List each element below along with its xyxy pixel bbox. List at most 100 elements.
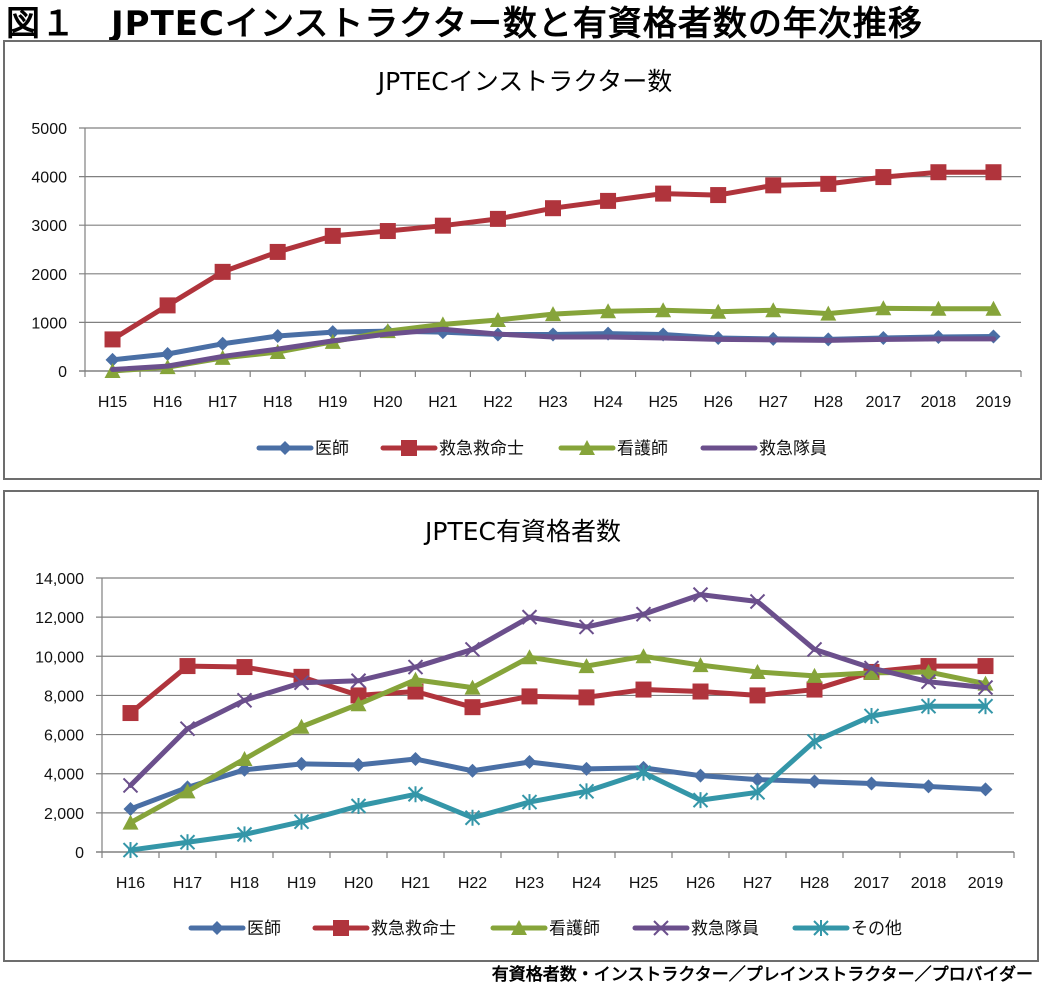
y-tick-label: 14,000 bbox=[35, 571, 84, 588]
data-point bbox=[600, 192, 617, 209]
data-point bbox=[749, 593, 766, 610]
data-point bbox=[749, 784, 766, 801]
y-tick-label: 4,000 bbox=[44, 767, 84, 784]
x-tick-label: 2019 bbox=[968, 875, 1004, 892]
data-point bbox=[236, 826, 253, 843]
data-point bbox=[160, 346, 175, 361]
data-point bbox=[765, 177, 782, 194]
y-tick-label: 2000 bbox=[31, 267, 67, 284]
series-line-nurse bbox=[128, 653, 988, 826]
data-point bbox=[104, 331, 121, 348]
legend-item-ems-crew: 救急隊員 bbox=[632, 919, 759, 939]
data-point bbox=[521, 609, 538, 625]
series-line-ems-crew bbox=[128, 592, 988, 788]
data-point bbox=[750, 772, 765, 787]
data-point bbox=[692, 657, 709, 673]
data-point bbox=[350, 673, 367, 689]
legend-item-other: その他 bbox=[792, 919, 902, 939]
data-point bbox=[693, 768, 708, 783]
x-tick-label: 2017 bbox=[854, 875, 890, 892]
data-point bbox=[579, 761, 594, 776]
data-point bbox=[985, 164, 1002, 181]
x-tick-label: H17 bbox=[173, 875, 202, 892]
x-tick-label: H28 bbox=[800, 875, 829, 892]
x-tick-label: H16 bbox=[116, 875, 145, 892]
data-point bbox=[464, 809, 481, 826]
data-point bbox=[600, 303, 617, 319]
x-tick-label: H23 bbox=[538, 394, 567, 411]
legend-label: 救急隊員 bbox=[691, 919, 759, 939]
x-tick-label: 2018 bbox=[921, 394, 957, 411]
x-tick-label: H15 bbox=[98, 394, 127, 411]
data-point bbox=[977, 698, 994, 715]
legend-marker bbox=[278, 441, 292, 455]
data-point bbox=[293, 718, 310, 734]
data-point bbox=[179, 834, 196, 851]
legend-item-doctor: 医師 bbox=[256, 439, 349, 459]
y-tick-label: 4000 bbox=[31, 170, 67, 187]
data-point bbox=[930, 164, 947, 181]
x-tick-label: H19 bbox=[287, 875, 316, 892]
data-point bbox=[325, 325, 340, 340]
legend-marker bbox=[813, 920, 829, 936]
legend-label: 看護師 bbox=[617, 439, 668, 459]
legend-marker bbox=[653, 920, 669, 936]
series-other bbox=[122, 698, 994, 859]
data-point bbox=[807, 774, 822, 789]
data-point bbox=[655, 185, 672, 202]
y-tick-label: 12,000 bbox=[35, 610, 84, 627]
data-point bbox=[692, 586, 709, 603]
data-point bbox=[930, 300, 947, 316]
x-tick-label: H26 bbox=[703, 394, 732, 411]
y-tick-label: 0 bbox=[75, 845, 84, 862]
data-point bbox=[215, 336, 230, 351]
legend: 医師 救急救命士 看護師 救急隊員 その他 bbox=[188, 919, 902, 939]
x-tick-label: H20 bbox=[344, 875, 373, 892]
data-point bbox=[977, 679, 994, 696]
data-point bbox=[270, 329, 285, 344]
x-tick-label: H25 bbox=[648, 394, 677, 411]
data-point bbox=[749, 663, 766, 679]
data-point bbox=[407, 683, 424, 700]
x-tick-label: H26 bbox=[686, 875, 715, 892]
chart-title: JPTECインストラクター数 bbox=[376, 67, 672, 96]
data-point bbox=[350, 687, 367, 704]
legend-marker bbox=[333, 920, 349, 936]
data-point bbox=[350, 798, 367, 815]
data-point bbox=[350, 696, 367, 712]
x-tick-label: H24 bbox=[572, 875, 601, 892]
instructor-chart: JPTECインストラクター数 0 1000 2000 3000 4000 5000 H15 H1… bbox=[31, 67, 1022, 459]
data-point bbox=[820, 175, 837, 192]
data-point bbox=[521, 688, 538, 705]
x-tick-label: H18 bbox=[230, 875, 259, 892]
data-point bbox=[806, 681, 823, 698]
data-point bbox=[351, 757, 366, 772]
qualified-chart: JPTEC有資格者数 0 2,000 4,000 6,000 8,000 10,000 12,… bbox=[35, 517, 1015, 939]
qualified-chart-panel: JPTEC有資格者数 0 2,000 4,000 6,000 8,000 10,000 12,… bbox=[3, 490, 1039, 962]
x-tick-label: H22 bbox=[458, 875, 487, 892]
legend-label: 救急隊員 bbox=[759, 439, 827, 459]
data-point bbox=[710, 303, 727, 319]
data-point bbox=[978, 782, 993, 797]
x-tick-label: H24 bbox=[593, 394, 622, 411]
chart-title: JPTEC有資格者数 bbox=[423, 517, 621, 546]
series-line-doctor bbox=[128, 756, 988, 812]
data-point bbox=[236, 692, 253, 709]
data-point bbox=[920, 698, 937, 715]
y-tick-label: 2,000 bbox=[44, 806, 84, 823]
data-point bbox=[122, 842, 139, 859]
x-tick-label: H22 bbox=[483, 394, 512, 411]
data-point bbox=[749, 687, 766, 704]
data-point bbox=[294, 756, 309, 771]
x-tick-label: 2017 bbox=[866, 394, 902, 411]
x-tick-label: H17 bbox=[208, 394, 237, 411]
data-point bbox=[434, 217, 451, 234]
legend-label: 医師 bbox=[247, 919, 281, 939]
legend-item-paramedic: 救急救命士 bbox=[312, 919, 456, 939]
legend-label: 医師 bbox=[315, 439, 349, 459]
data-point bbox=[324, 227, 341, 244]
data-point bbox=[407, 659, 424, 675]
x-tick-label: H20 bbox=[373, 394, 402, 411]
data-point bbox=[522, 754, 537, 769]
series-ems-crew bbox=[122, 586, 994, 794]
